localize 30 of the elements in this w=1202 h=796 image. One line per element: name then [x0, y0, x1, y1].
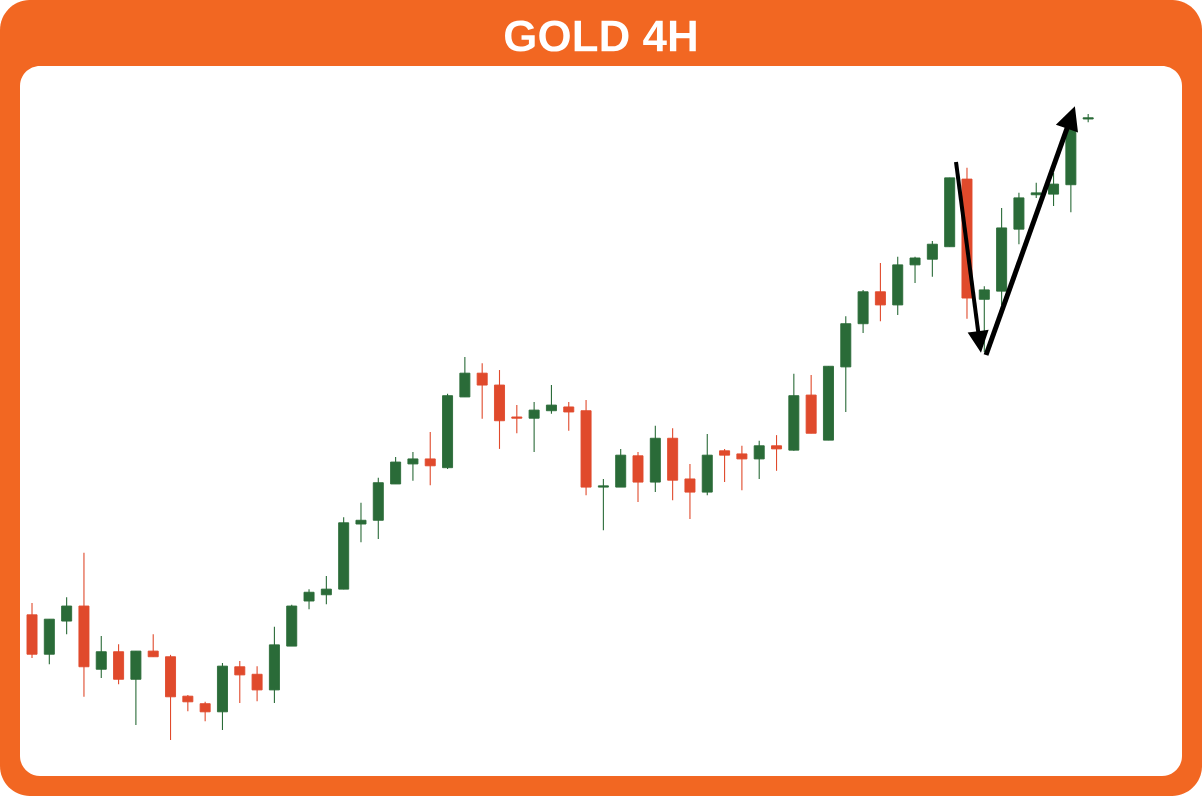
candlestick	[355, 502, 367, 543]
candlestick	[684, 463, 696, 520]
candlestick	[234, 660, 246, 704]
candlestick	[597, 478, 609, 531]
candlestick	[719, 448, 731, 483]
candlestick	[476, 362, 488, 420]
candlestick	[303, 588, 315, 610]
candlestick	[753, 440, 765, 480]
chart-title: GOLD 4H	[505, 20, 696, 52]
candlestick	[95, 635, 107, 679]
candlestick	[199, 701, 211, 722]
candlestick	[771, 434, 782, 472]
candlestick	[390, 456, 402, 485]
candlestick	[563, 401, 575, 432]
candlestick	[545, 384, 557, 415]
candlestick	[61, 596, 73, 635]
candlestick	[424, 431, 436, 486]
candlestick	[909, 256, 921, 284]
candlestick	[459, 356, 471, 398]
candlestick	[926, 240, 938, 278]
candlestick	[978, 285, 990, 353]
candlestick	[511, 404, 523, 434]
candlestick	[147, 633, 159, 658]
candlestick	[251, 665, 263, 702]
candlestick	[407, 451, 419, 482]
candlestick	[1048, 172, 1060, 207]
candlestick	[320, 575, 332, 605]
candlestick	[736, 445, 748, 491]
candlestick	[528, 401, 540, 453]
candlestick	[874, 262, 886, 322]
